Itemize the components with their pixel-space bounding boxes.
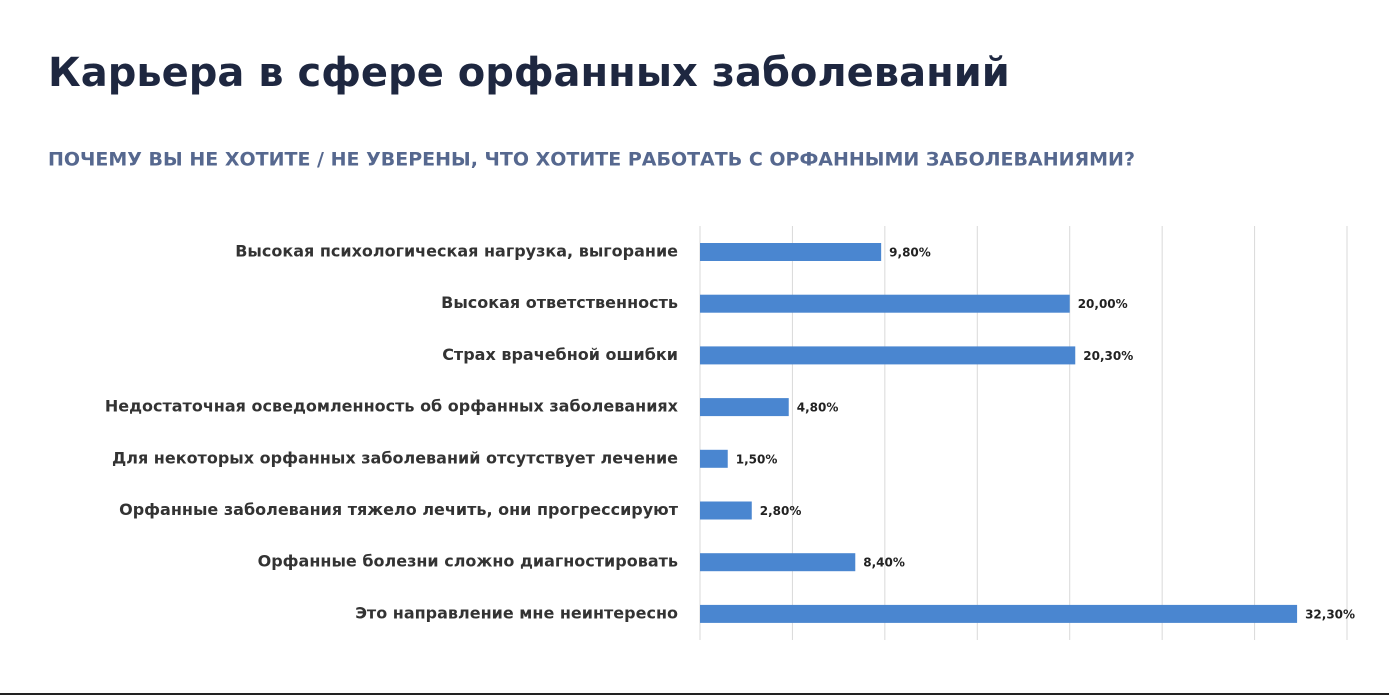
value-label: 32,30% xyxy=(1305,607,1355,621)
bar xyxy=(700,449,728,468)
category-label: Высокая ответственность xyxy=(441,293,678,312)
value-label: 4,80% xyxy=(797,401,839,415)
category-label: Страх врачебной ошибки xyxy=(442,345,678,364)
bar xyxy=(700,553,856,572)
category-label: Для некоторых орфанных заболеваний отсут… xyxy=(112,448,678,467)
category-label: Недостаточная осведомленность об орфанны… xyxy=(105,397,679,416)
value-label: 20,00% xyxy=(1078,297,1128,311)
bar xyxy=(700,398,789,417)
value-label: 8,40% xyxy=(863,556,905,570)
value-label: 9,80% xyxy=(889,246,931,260)
value-label: 20,30% xyxy=(1083,349,1133,363)
chart-title: Карьера в сфере орфанных заболеваний xyxy=(48,50,1010,96)
bar xyxy=(700,346,1076,365)
category-label: Высокая психологическая нагрузка, выгора… xyxy=(235,242,678,261)
bar xyxy=(700,604,1298,623)
bar xyxy=(700,294,1070,313)
category-label: Орфанные заболевания тяжело лечить, они … xyxy=(119,500,679,519)
category-label: Орфанные болезни сложно диагностировать xyxy=(258,552,678,571)
chart-subtitle: ПОЧЕМУ ВЫ НЕ ХОТИТЕ / НЕ УВЕРЕНЫ, ЧТО ХО… xyxy=(48,149,1135,171)
category-label: Это направление мне неинтересно xyxy=(355,603,678,622)
value-label: 2,80% xyxy=(760,504,802,518)
bar xyxy=(700,501,752,520)
value-label: 1,50% xyxy=(736,452,778,466)
bar xyxy=(700,243,882,261)
